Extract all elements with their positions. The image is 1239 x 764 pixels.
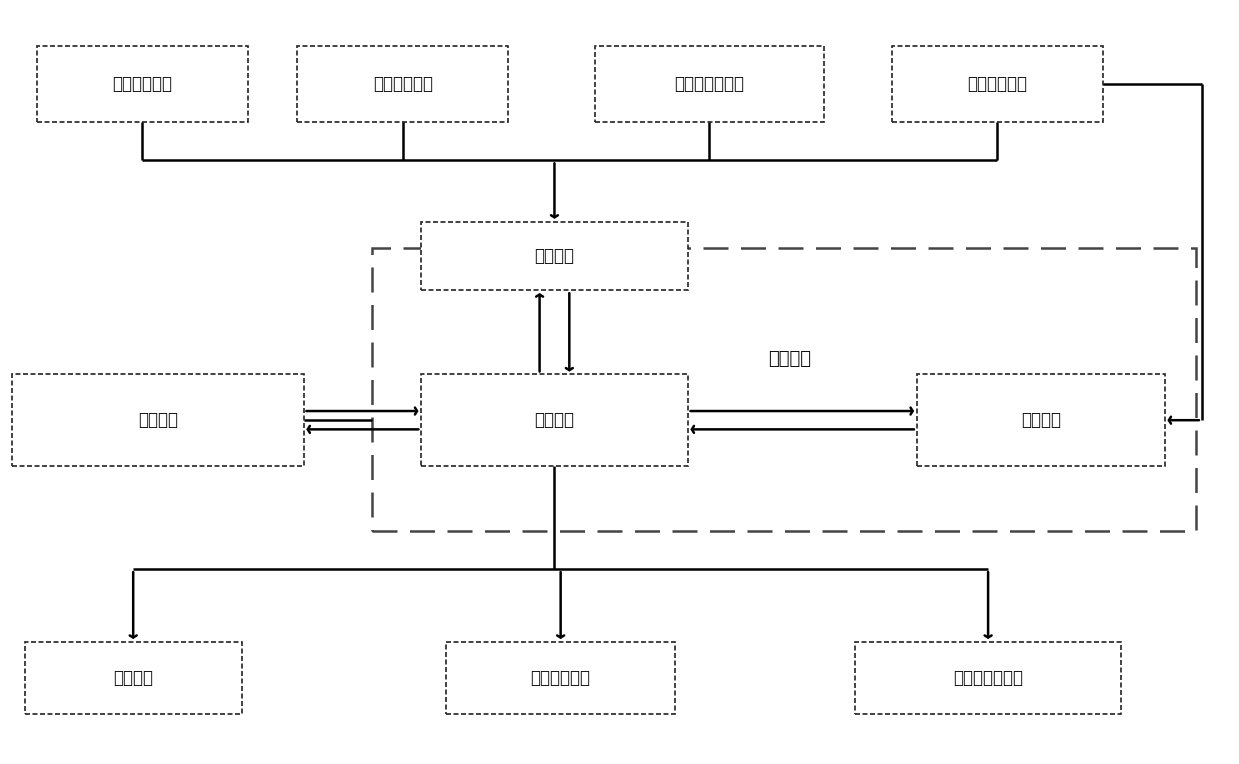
Text: 压缩机运行频率: 压缩机运行频率 bbox=[674, 75, 745, 93]
Text: 化霜程序: 化霜程序 bbox=[113, 669, 154, 687]
Bar bbox=[892, 46, 1103, 122]
Bar bbox=[12, 374, 304, 466]
Bar bbox=[855, 642, 1121, 714]
Text: 计算单元: 计算单元 bbox=[1021, 411, 1061, 429]
Bar bbox=[446, 642, 675, 714]
Text: 存储单元: 存储单元 bbox=[138, 411, 178, 429]
Text: 室内盘管温度: 室内盘管温度 bbox=[113, 75, 172, 93]
Bar bbox=[372, 248, 1196, 531]
Bar bbox=[421, 374, 688, 466]
Text: 处理单元: 处理单元 bbox=[768, 350, 812, 368]
Text: 压缩机运行频率: 压缩机运行频率 bbox=[953, 669, 1023, 687]
Bar bbox=[297, 46, 508, 122]
Text: 室外环境温度: 室外环境温度 bbox=[373, 75, 432, 93]
Bar bbox=[595, 46, 824, 122]
Bar bbox=[25, 642, 242, 714]
Bar bbox=[421, 222, 688, 290]
Text: 室外风机转速: 室外风机转速 bbox=[530, 669, 591, 687]
Text: 控制单元: 控制单元 bbox=[534, 411, 575, 429]
Text: 检测单元: 检测单元 bbox=[534, 247, 575, 265]
Bar bbox=[917, 374, 1165, 466]
Text: 室外盘管温度: 室外盘管温度 bbox=[968, 75, 1027, 93]
Bar bbox=[37, 46, 248, 122]
